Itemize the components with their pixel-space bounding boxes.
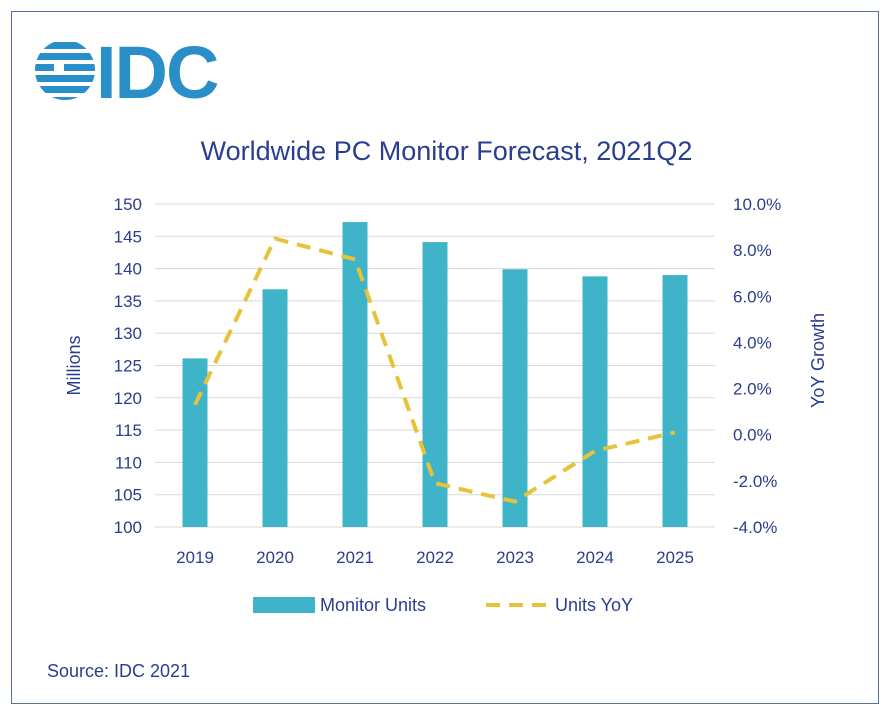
- y-left-tick-label: 125: [114, 357, 142, 376]
- y-right-axis-title: YoY Growth: [808, 313, 828, 408]
- y-left-tick-label: 140: [114, 260, 142, 279]
- x-tick-label: 2019: [176, 548, 214, 567]
- x-tick-label: 2021: [336, 548, 374, 567]
- idc-logo: IDC: [34, 36, 224, 110]
- y-right-tick-label: 10.0%: [733, 195, 781, 214]
- y-right-tick-label: 2.0%: [733, 380, 772, 399]
- legend-swatch-monitor-units: [253, 597, 315, 613]
- y-left-tick-label: 150: [114, 195, 142, 214]
- y-right-tick-label: 4.0%: [733, 333, 772, 352]
- legend-label-monitor-units: Monitor Units: [320, 595, 426, 615]
- bar-monitor-units: [502, 269, 528, 527]
- y-left-tick-label: 120: [114, 389, 142, 408]
- y-left-tick-label: 100: [114, 518, 142, 537]
- x-tick-label: 2020: [256, 548, 294, 567]
- bar-monitor-units: [182, 358, 208, 527]
- y-left-axis-title: Millions: [64, 335, 84, 395]
- y-right-tick-label: 6.0%: [733, 287, 772, 306]
- x-tick-label: 2024: [576, 548, 614, 567]
- x-tick-label: 2023: [496, 548, 534, 567]
- y-right-tick-label: 8.0%: [733, 241, 772, 260]
- y-left-tick-label: 110: [115, 453, 142, 472]
- y-right-tick-label: 0.0%: [733, 426, 772, 445]
- y-left-tick-label: 145: [114, 227, 142, 246]
- bar-monitor-units: [342, 222, 368, 527]
- bar-monitor-units: [582, 276, 608, 527]
- y-left-tick-label: 115: [115, 421, 142, 440]
- legend-label-units-yoy: Units YoY: [555, 595, 633, 615]
- x-tick-label: 2022: [416, 548, 454, 567]
- y-left-tick-label: 135: [114, 292, 142, 311]
- y-right-tick-label: -4.0%: [733, 518, 777, 537]
- globe-icon: [35, 42, 95, 100]
- y-left-tick-label: 105: [114, 486, 142, 505]
- x-tick-label: 2025: [656, 548, 694, 567]
- logo-text: IDC: [96, 31, 219, 114]
- chart-title: Worldwide PC Monitor Forecast, 2021Q2: [200, 136, 693, 166]
- bar-monitor-units: [262, 289, 288, 527]
- y-right-tick-label: -2.0%: [733, 472, 777, 491]
- bar-monitor-units: [662, 275, 688, 527]
- bar-monitor-units: [422, 242, 448, 527]
- source-note: Source: IDC 2021: [47, 661, 191, 681]
- y-left-tick-label: 130: [114, 324, 142, 343]
